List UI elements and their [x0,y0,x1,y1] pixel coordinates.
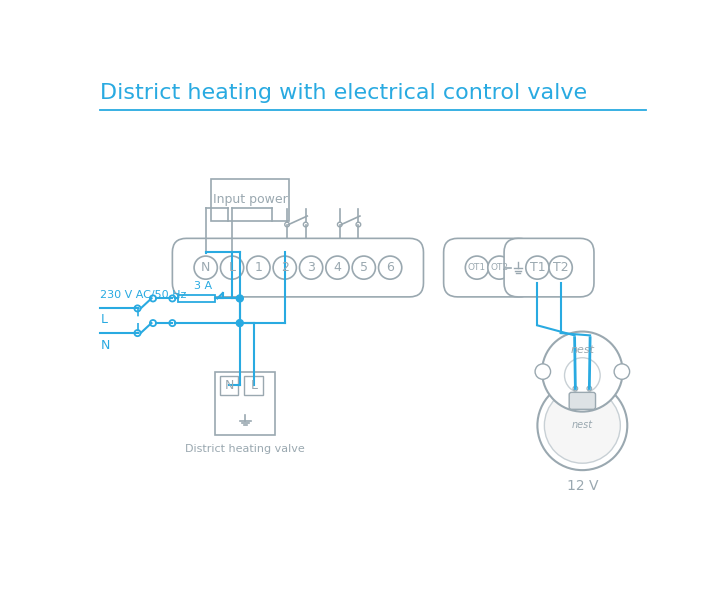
Circle shape [170,295,175,302]
Circle shape [535,364,550,380]
Circle shape [135,305,141,311]
Circle shape [587,386,592,391]
Circle shape [326,256,349,279]
Text: 4: 4 [333,261,341,274]
Text: 3 A: 3 A [194,281,213,290]
Circle shape [237,320,243,327]
Circle shape [338,222,342,227]
Text: OT1: OT1 [468,263,486,272]
Circle shape [150,295,156,302]
Circle shape [247,256,270,279]
Text: T2: T2 [553,261,569,274]
FancyBboxPatch shape [173,238,424,297]
Text: N: N [100,339,110,352]
Circle shape [299,256,323,279]
Circle shape [379,256,402,279]
Circle shape [304,222,308,227]
Text: 2: 2 [281,261,289,274]
Bar [245,376,263,394]
Circle shape [465,256,488,279]
Text: L: L [229,261,236,274]
FancyBboxPatch shape [443,238,533,297]
Circle shape [356,222,360,227]
Circle shape [545,388,620,463]
Text: N: N [224,379,234,392]
Circle shape [507,256,530,279]
Bar [178,295,215,302]
Circle shape [488,256,511,279]
FancyBboxPatch shape [569,393,596,409]
Text: District heating valve: District heating valve [186,444,305,454]
Circle shape [150,320,156,326]
Circle shape [573,386,578,391]
Text: 6: 6 [387,261,394,274]
Text: L: L [100,313,107,326]
FancyBboxPatch shape [504,238,594,297]
Circle shape [537,381,628,470]
Text: OT2: OT2 [491,263,508,272]
Circle shape [285,222,290,227]
Circle shape [614,364,630,380]
Text: 3: 3 [307,261,315,274]
Circle shape [221,256,244,279]
Circle shape [542,331,622,412]
Circle shape [352,256,376,279]
Circle shape [564,358,600,393]
Circle shape [526,256,549,279]
Circle shape [273,256,296,279]
Text: 230 V AC/50 Hz: 230 V AC/50 Hz [100,290,186,299]
Text: 1: 1 [255,261,262,274]
Text: 12 V: 12 V [566,479,598,494]
Text: District heating with electrical control valve: District heating with electrical control… [100,83,587,103]
Circle shape [549,256,572,279]
Bar [220,376,238,394]
Text: N: N [201,261,210,274]
Text: Input power: Input power [213,194,288,206]
Circle shape [194,256,218,279]
Bar [215,372,275,435]
Circle shape [237,295,243,302]
Text: L: L [250,379,257,392]
Text: nest: nest [571,421,593,431]
Bar [211,179,288,220]
Text: nest: nest [570,345,594,355]
Text: 5: 5 [360,261,368,274]
Circle shape [135,330,141,336]
Circle shape [170,320,175,326]
Text: T1: T1 [529,261,545,274]
